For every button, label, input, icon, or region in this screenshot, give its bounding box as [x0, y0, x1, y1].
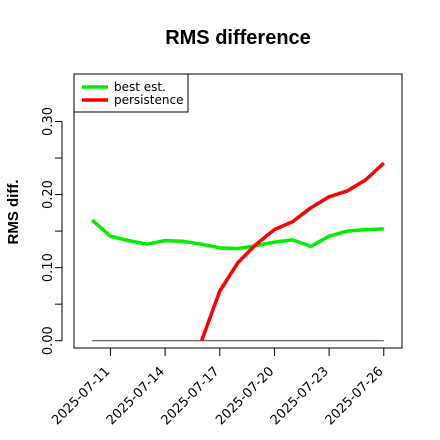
series-line-best-est [91, 218, 384, 251]
y-axis-label: RMS diff. [5, 180, 22, 245]
y-tick-label: 0.10 [41, 253, 56, 282]
chart-title: RMS difference [165, 27, 311, 49]
plot-frame [73, 73, 403, 349]
y-tick-label: 0.20 [41, 180, 56, 209]
legend-label: persistence [114, 93, 183, 107]
y-axis: 0.00 0.10 0.20 0.30 [41, 107, 63, 355]
series-group [91, 161, 385, 342]
x-tick-label: 2025-07-26 [323, 364, 387, 428]
y-tick-label: 0.30 [41, 107, 56, 136]
legend: best est.persistence [73, 73, 189, 113]
series-line-persistence [199, 161, 385, 342]
y-tick-label: 0.00 [41, 326, 56, 355]
legend-box [73, 73, 189, 113]
x-axis: 2025-07-112025-07-142025-07-172025-07-20… [49, 347, 387, 428]
legend-label: best est. [114, 80, 166, 94]
